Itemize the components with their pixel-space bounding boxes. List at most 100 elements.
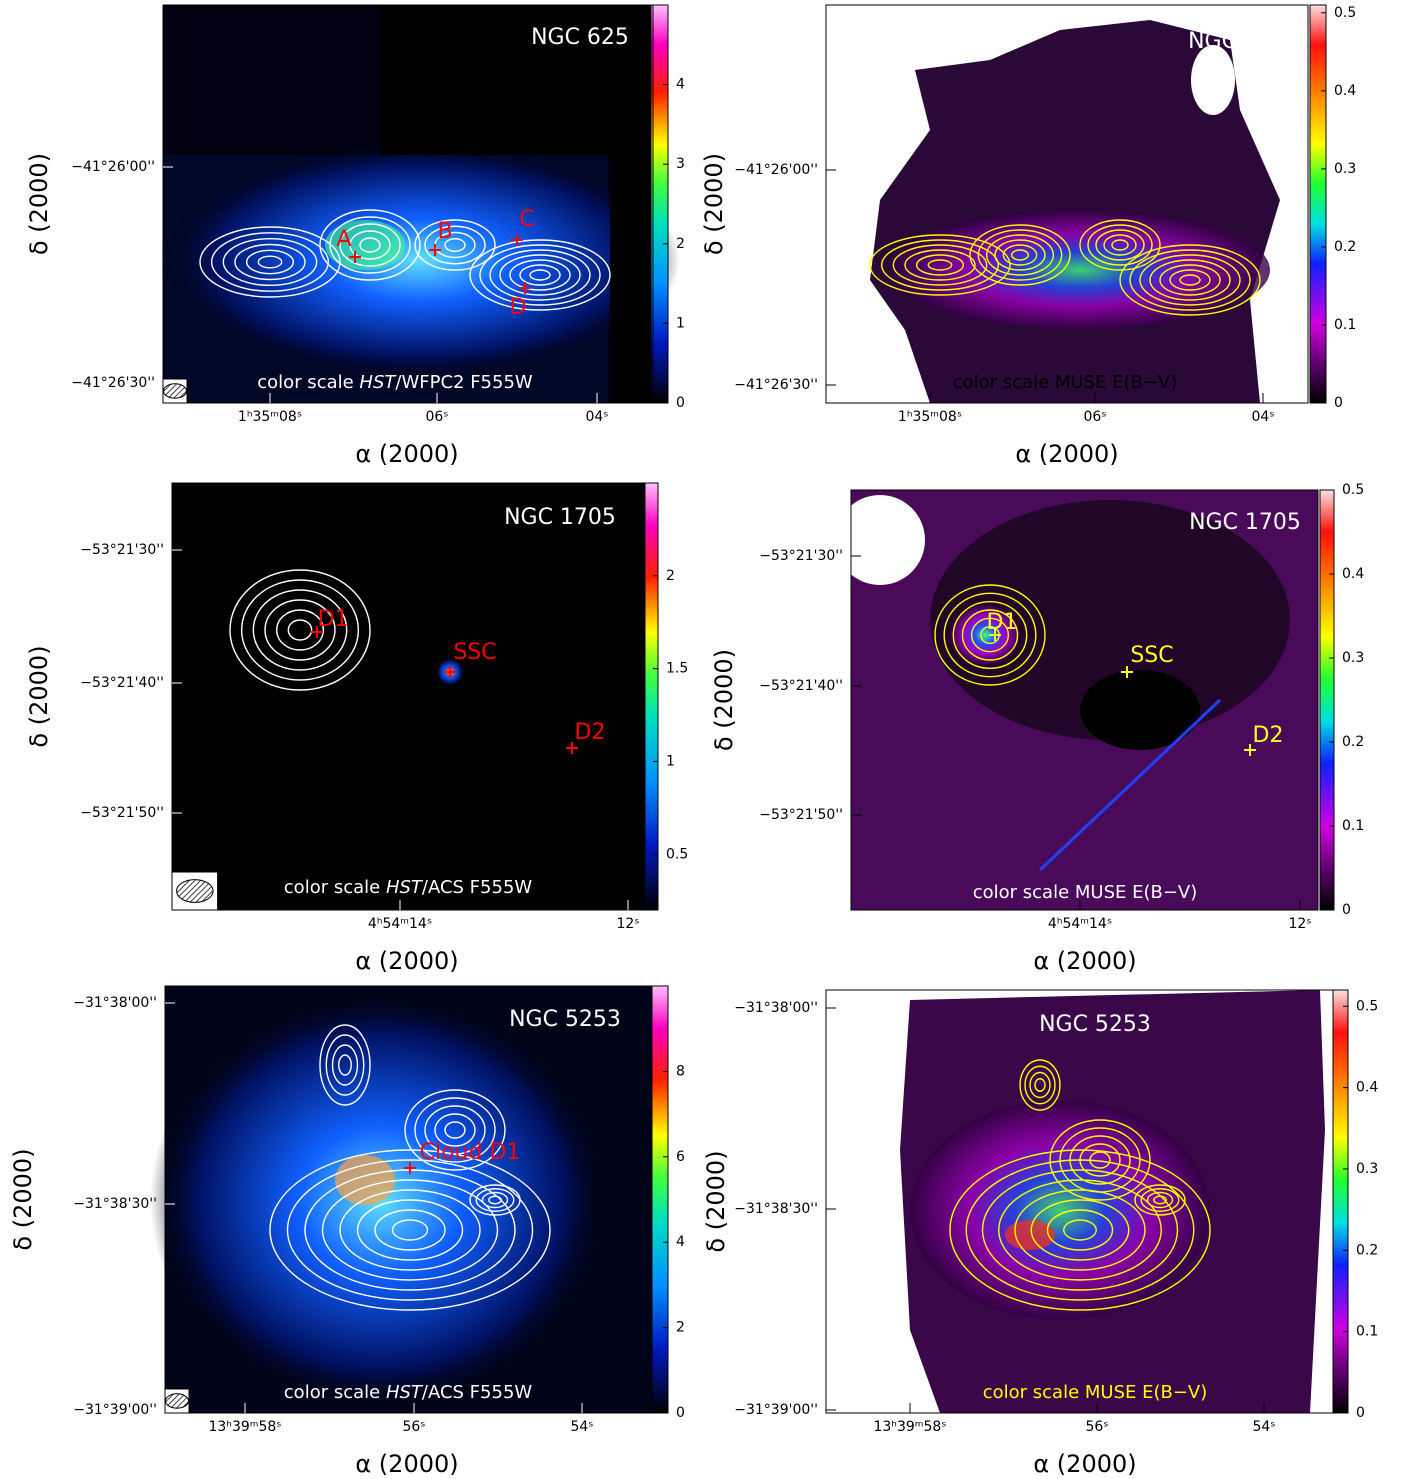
y-tick-label: −53°21'30'' [759,548,843,564]
x-tick-label: 1ʰ35ᵐ08ˢ [898,409,962,425]
caption-part: HST [386,1382,424,1403]
glow [160,140,680,380]
colorbar-tick-label: 0 [676,395,685,411]
colorbar-tick-label: 0.5 [1334,5,1356,21]
panel: 02468−31°38'00''−31°38'30''−31°39'00''13… [9,986,685,1478]
colorbar-tick-label: 4 [676,77,685,93]
colorbar-tick-label: 1.5 [666,661,688,677]
y-tick-label: −31°38'00'' [73,995,157,1011]
colorbar-tick-label: 0.5 [1356,998,1378,1014]
colorbar-tick-label: 0.1 [1334,317,1356,333]
colorbar-tick-label: 0.5 [1342,482,1364,498]
panel-title: NGC 625 [1188,29,1286,54]
x-axis-label: α (2000) [1033,1450,1136,1478]
panel-title: NGC 1705 [504,505,616,530]
caption-part: HST [386,877,424,898]
caption-part: color scale MUSE E(B−V) [973,882,1198,903]
panel-title: NGC 625 [531,25,629,50]
colorbar-tick-label: 0 [1356,1405,1365,1421]
hole [835,495,925,585]
y-tick-label: −53°21'50'' [759,807,843,823]
image [610,155,653,403]
colorbar-tick-label: 0.4 [1356,1080,1378,1096]
marker-label: SSC [453,640,496,665]
colorbar-tick-label: 0.4 [1342,566,1364,582]
image [172,483,645,910]
x-tick-label: 06ˢ [425,409,448,425]
colorbar [1333,990,1348,1413]
colorbar-tick-label: 6 [676,1149,685,1165]
colorbar-tick-label: 0.5 [666,846,688,862]
panel: 00.10.20.30.40.5−41°26'00''−41°26'30''1ʰ… [700,5,1356,468]
x-tick-label: 56ˢ [1085,1419,1108,1435]
x-tick-label: 4ʰ54ᵐ14ˢ [368,916,432,932]
caption-part: color scale [257,372,359,393]
colorbar-tick-label: 2 [666,568,675,584]
figure: 01234−41°26'00''−41°26'30''1ʰ35ᵐ08ˢ06ˢ04… [0,0,1406,1479]
colorbar-tick-label: 0.1 [1342,818,1364,834]
x-axis-label: α (2000) [355,440,458,468]
caption: color scale MUSE E(B−V) [953,372,1178,393]
marker-label: D1 [987,610,1018,635]
panel: 0.511.52−53°21'30''−53°21'40''−53°21'50'… [25,483,688,975]
caption: color scale HST/ACS F555W [284,877,533,898]
y-tick-label: −41°26'30'' [71,375,155,391]
colorbar-tick-label: 0.3 [1334,161,1356,177]
y-tick-label: −53°21'40'' [80,675,164,691]
colorbar [1320,490,1334,910]
caption-part: color scale [284,1382,386,1403]
caption: color scale MUSE E(B−V) [983,1382,1208,1403]
colorbar-tick-label: 8 [676,1063,685,1079]
dark [1080,670,1200,750]
y-axis-label: δ (2000) [700,153,728,255]
caption: color scale HST/WFPC2 F555W [257,372,533,393]
x-axis-label: α (2000) [355,1450,458,1478]
panel-title: NGC 1705 [1189,510,1301,535]
y-tick-label: −31°39'00'' [734,1402,818,1418]
beam [165,1394,188,1408]
x-tick-label: 54ˢ [1252,1419,1275,1435]
x-tick-label: 13ʰ39ᵐ58ˢ [873,1419,946,1435]
marker-label: D2 [1253,723,1284,748]
caption-part: /WFPC2 F555W [395,372,533,393]
panel: 01234−41°26'00''−41°26'30''1ʰ35ᵐ08ˢ06ˢ04… [25,5,685,468]
colorbar-tick-label: 3 [676,156,685,172]
y-tick-label: −41°26'30'' [734,377,818,393]
colorbar-tick-label: 0.2 [1334,239,1356,255]
marker-label: D1 [318,607,349,632]
colorbar-tick-label: 0 [1334,395,1343,411]
marker-label: D [510,295,527,320]
caption-part: color scale MUSE E(B−V) [983,1382,1208,1403]
marker-label: SSC [1130,643,1173,668]
colorbar-tick-label: 1 [666,753,675,769]
y-axis-label: δ (2000) [25,153,53,255]
x-tick-label: 12ˢ [1288,916,1311,932]
y-tick-label: −31°38'00'' [734,1000,818,1016]
colorbar-tick-label: 0 [676,1405,685,1421]
marker-label: D2 [575,720,606,745]
y-axis-label: δ (2000) [25,645,53,747]
panel: 00.10.20.30.40.5−31°38'00''−31°38'30''−3… [702,990,1378,1478]
panel-title: NGC 5253 [509,1007,621,1032]
y-axis-label: δ (2000) [702,1150,730,1252]
y-tick-label: −41°26'00'' [734,162,818,178]
colorbar-tick-label: 0.1 [1356,1324,1378,1340]
y-tick-label: −41°26'00'' [71,159,155,175]
colorbar-tick-label: 0.2 [1356,1242,1378,1258]
y-tick-label: −53°21'30'' [80,542,164,558]
hole [1191,45,1235,115]
x-tick-label: 56ˢ [402,1419,425,1435]
x-tick-label: 04ˢ [585,409,608,425]
colorbar-tick-label: 0.2 [1342,734,1364,750]
marker-label: A [336,227,351,252]
caption: color scale MUSE E(B−V) [973,882,1198,903]
x-tick-label: 04ˢ [1251,409,1274,425]
colorbar [645,483,658,910]
caption: color scale HST/ACS F555W [284,1382,533,1403]
colorbar-tick-label: 2 [676,236,685,252]
caption-part: HST [359,372,397,393]
y-tick-label: −53°21'40'' [759,678,843,694]
glow [910,1100,1210,1320]
caption-part: color scale [284,877,386,898]
caption-part: color scale MUSE E(B−V) [953,372,1178,393]
